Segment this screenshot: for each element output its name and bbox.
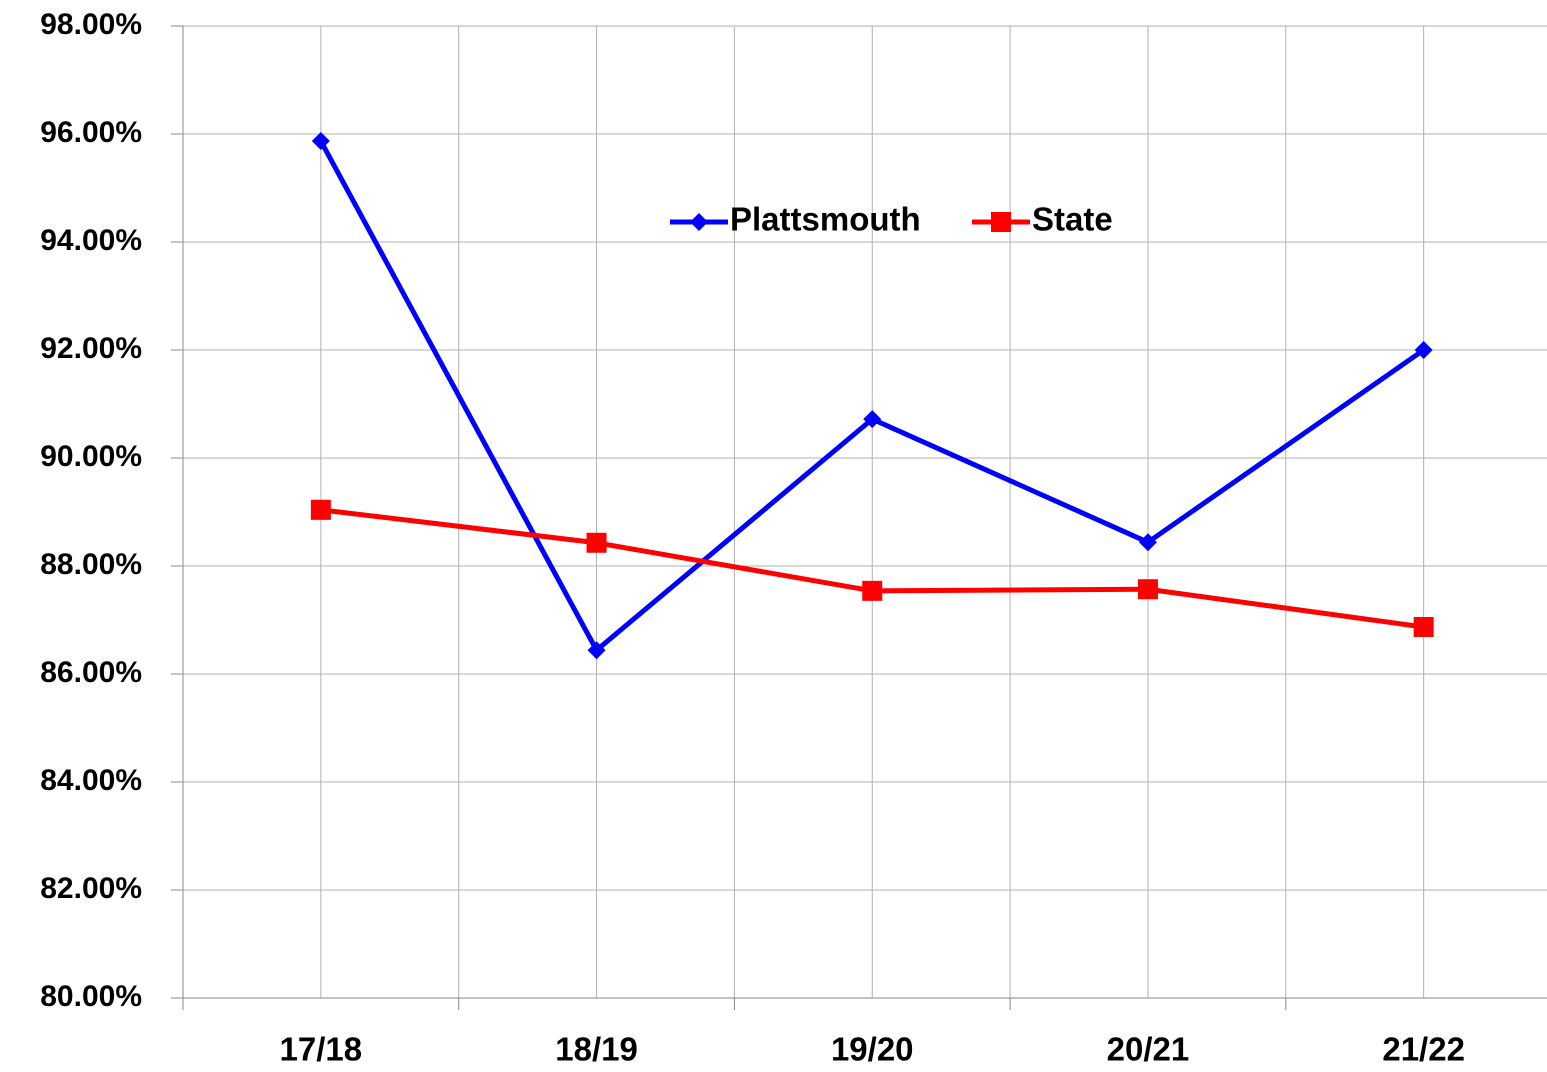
marker	[863, 410, 882, 429]
legend-label: Plattsmouth	[730, 201, 921, 238]
y-tick-label: 86.00%	[40, 656, 142, 689]
marker	[690, 213, 708, 231]
marker	[586, 532, 607, 553]
x-tick-label: 17/18	[280, 1031, 363, 1068]
marker	[991, 212, 1011, 232]
y-tick-label: 84.00%	[40, 764, 142, 797]
marker	[862, 580, 883, 601]
marker	[311, 132, 330, 151]
y-tick-label: 88.00%	[40, 548, 142, 581]
x-tick-label: 19/20	[831, 1031, 914, 1068]
y-tick-label: 82.00%	[40, 872, 142, 905]
y-tick-label: 98.00%	[40, 8, 142, 41]
marker	[1414, 341, 1433, 359]
y-tick-label: 96.00%	[40, 116, 142, 149]
y-tick-label: 92.00%	[40, 332, 142, 365]
x-tick-label: 20/21	[1107, 1031, 1190, 1068]
x-tick-label: 18/19	[555, 1031, 638, 1068]
marker	[310, 499, 331, 520]
marker	[587, 641, 606, 660]
y-tick-label: 90.00%	[40, 440, 142, 473]
x-tick-label: 21/22	[1382, 1031, 1465, 1068]
marker	[1413, 617, 1434, 638]
y-tick-label: 80.00%	[40, 980, 142, 1013]
marker	[1137, 579, 1158, 600]
legend-label: State	[1032, 201, 1113, 238]
y-tick-label: 94.00%	[40, 224, 142, 257]
marker	[1138, 533, 1157, 552]
